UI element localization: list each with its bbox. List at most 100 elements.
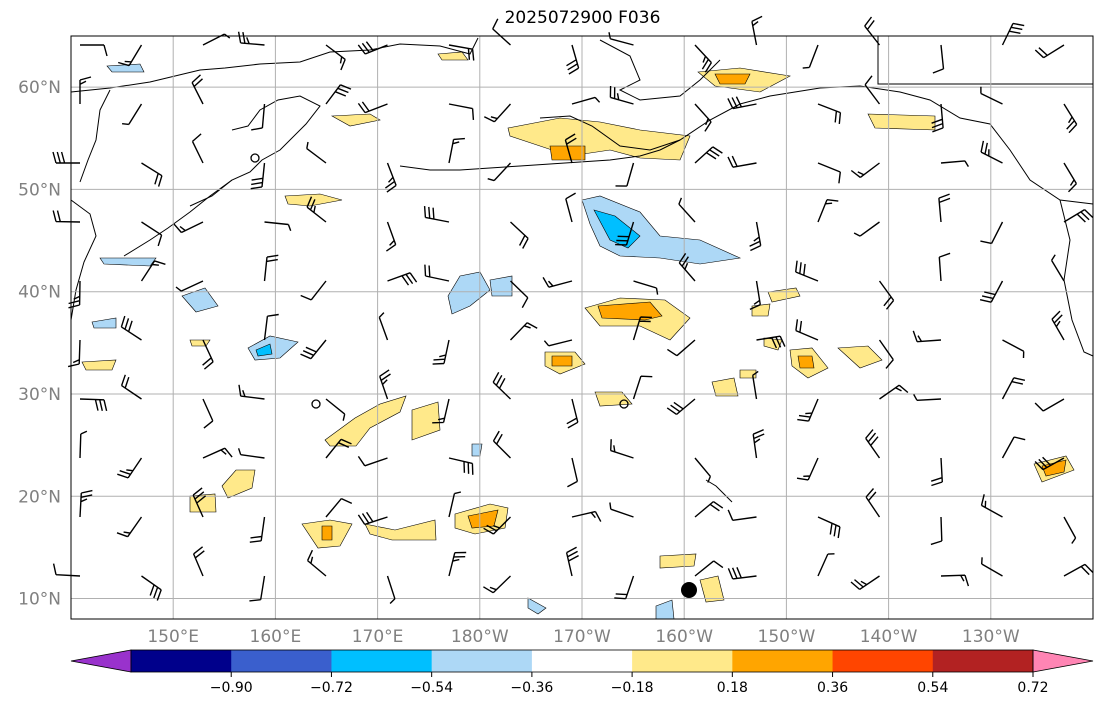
wind-barb xyxy=(1001,22,1025,46)
wind-barb xyxy=(564,133,577,164)
colorbar-segment xyxy=(732,650,834,672)
wind-barb xyxy=(756,335,786,349)
wind-barb xyxy=(448,491,462,518)
wind-barb xyxy=(752,370,759,400)
wind-barb xyxy=(448,103,475,120)
wind-barb xyxy=(306,141,327,164)
wind-barb xyxy=(633,280,659,295)
coastlines xyxy=(70,36,1094,503)
colorbar: −0.90 −0.72 −0.54 −0.36 −0.18 0.18 0.36 0.54 0.7… xyxy=(70,649,1094,696)
wind-barb xyxy=(1063,209,1094,223)
latitude-label: 20°N xyxy=(18,487,61,507)
calm-wind-markers xyxy=(250,153,629,409)
wind-barb xyxy=(141,575,162,601)
wind-barb xyxy=(850,575,880,590)
colorbar-outline xyxy=(130,649,1034,673)
wind-barb xyxy=(357,511,388,526)
calm-circle xyxy=(250,153,260,163)
storm-center-dot xyxy=(681,582,697,598)
wind-barb xyxy=(727,509,757,521)
wind-barb xyxy=(192,546,205,577)
positive-region xyxy=(330,113,381,127)
wind-barb xyxy=(79,76,92,104)
negative-region xyxy=(181,287,219,313)
wind-barb xyxy=(306,549,327,577)
wind-barb xyxy=(980,140,1003,164)
wind-barb xyxy=(1001,436,1026,459)
latitude-label: 60°N xyxy=(18,78,61,98)
wind-barb xyxy=(931,103,944,133)
longitude-labels: 150°E 160°E 170°E 180°W 170°W 160°W 150°W 140°W… xyxy=(147,627,1020,647)
wind-barb xyxy=(141,221,163,247)
wind-barb xyxy=(566,398,579,429)
positive-region xyxy=(411,401,441,441)
wind-barb xyxy=(1001,377,1026,400)
wind-barb xyxy=(666,398,696,415)
positive-region xyxy=(594,391,633,407)
wind-barb xyxy=(325,84,352,105)
wind-barb xyxy=(694,103,712,132)
wind-barb xyxy=(357,101,388,114)
colorbar-tick-label: 0.18 xyxy=(717,680,748,696)
colorbar-segment xyxy=(531,650,633,672)
wind-barb xyxy=(632,316,652,341)
wind-barb xyxy=(251,103,266,131)
colorbar-tick-label: −0.36 xyxy=(510,680,553,696)
wind-barb xyxy=(751,15,763,46)
wind-barb xyxy=(980,221,1004,245)
wind-barb xyxy=(850,162,880,178)
wind-barb xyxy=(79,489,93,518)
colorbar-tick-label: 0.72 xyxy=(1017,680,1048,696)
wind-barb xyxy=(1063,563,1094,577)
wind-barb xyxy=(122,103,143,126)
wind-barb xyxy=(796,457,819,481)
wind-barb xyxy=(79,398,108,412)
wind-barb xyxy=(694,146,723,164)
wind-barb xyxy=(1063,516,1077,544)
longitude-label: 150°E xyxy=(147,627,199,647)
positive-region xyxy=(739,369,757,379)
colorbar-extend-low xyxy=(70,649,132,673)
wind-barb xyxy=(423,206,450,223)
asia-coastline xyxy=(70,37,479,93)
wind-barb xyxy=(202,339,214,370)
wind-barb xyxy=(817,199,839,223)
wind-barb xyxy=(264,221,292,232)
colorbar-tick-label: 0.54 xyxy=(917,680,948,696)
colorbar-segment xyxy=(131,650,232,672)
wind-barb xyxy=(237,31,265,46)
wind-barb xyxy=(1034,456,1065,471)
wind-barb xyxy=(565,546,579,577)
wind-barb xyxy=(1051,310,1065,341)
wind-barb xyxy=(1002,339,1025,359)
wind-barb xyxy=(237,448,265,459)
wind-barb xyxy=(795,260,819,282)
map-frame xyxy=(70,35,1094,620)
positive-region xyxy=(837,345,883,369)
longitude-label: 150°W xyxy=(758,627,816,647)
wind-barb xyxy=(980,86,1003,105)
wind-barb xyxy=(509,322,538,341)
wind-barb xyxy=(678,197,696,223)
wind-barb xyxy=(749,280,761,311)
negative-region xyxy=(489,275,513,297)
wind-barb xyxy=(878,339,894,369)
wind-barb xyxy=(632,375,653,400)
wind-barb xyxy=(68,280,81,309)
colorbar-tick-label: −0.18 xyxy=(611,680,654,696)
chart-title: 2025072900 F036 xyxy=(504,8,661,28)
wind-barb xyxy=(817,516,841,539)
kuril-islands xyxy=(123,179,233,257)
wind-barb xyxy=(797,398,819,422)
colorbar-segment xyxy=(431,650,533,672)
positive-region xyxy=(324,395,407,447)
wind-barb xyxy=(727,96,757,110)
negative-region xyxy=(91,317,117,329)
longitude-label: 170°W xyxy=(553,627,611,647)
wind-barb xyxy=(191,74,204,105)
wind-barb xyxy=(492,18,511,46)
longitude-label: 160°W xyxy=(655,627,713,647)
longitude-label: 180°W xyxy=(451,627,509,647)
wind-barb xyxy=(981,557,1003,577)
